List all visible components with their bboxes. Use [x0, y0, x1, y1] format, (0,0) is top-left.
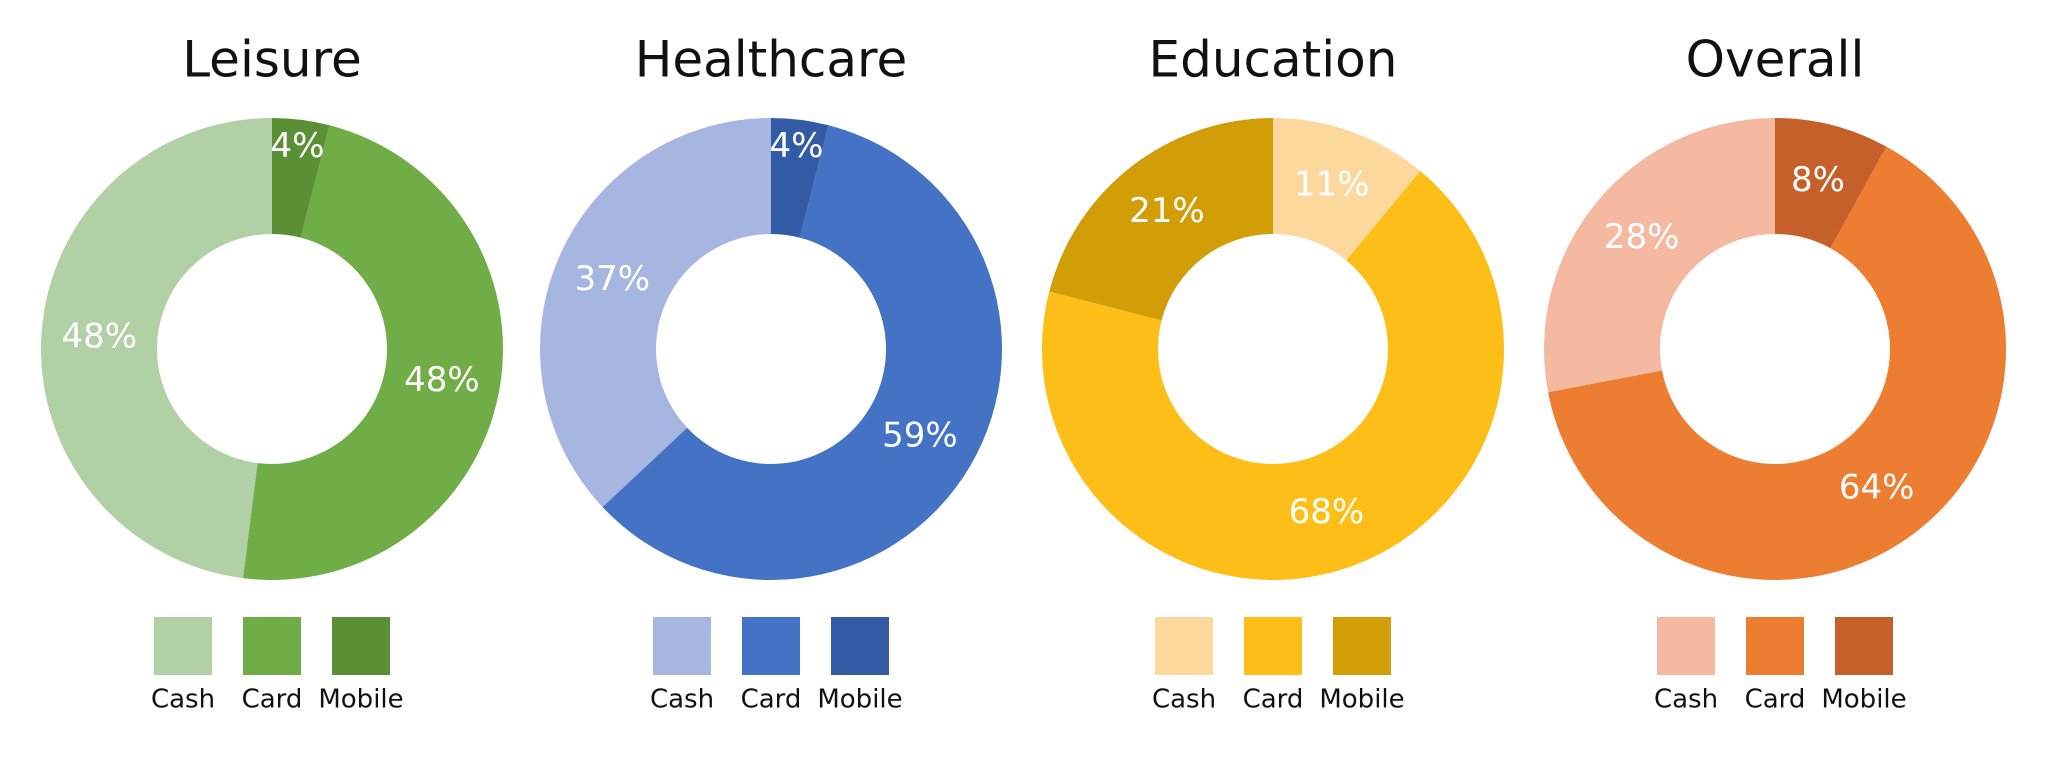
legend-swatch — [1746, 617, 1804, 675]
legend-swatch — [1657, 617, 1715, 675]
legend-label: Card — [1745, 685, 1806, 715]
legend-swatch — [1835, 617, 1893, 675]
donut-segment — [1042, 171, 1505, 580]
chart-title: Healthcare — [635, 31, 908, 89]
legend-swatch — [742, 617, 800, 675]
legend-label: Mobile — [1319, 685, 1404, 715]
donut-segment — [1544, 118, 1775, 393]
donut-segment — [41, 118, 273, 579]
data-label: 4% — [769, 126, 823, 166]
donut-segment — [1548, 146, 2006, 580]
legend-label: Card — [242, 685, 303, 715]
donut-segment — [771, 118, 829, 238]
legend-label: Mobile — [817, 685, 902, 715]
legend-label: Card — [741, 685, 802, 715]
legend-label: Mobile — [318, 685, 403, 715]
legend-swatch — [154, 617, 212, 675]
legend-swatch — [1155, 617, 1213, 675]
legend-label: Cash — [151, 685, 215, 715]
data-label: 59% — [882, 416, 958, 456]
data-label: 37% — [574, 259, 650, 299]
donut-segment — [1049, 118, 1273, 321]
data-label: 11% — [1294, 165, 1370, 205]
chart-title: Education — [1149, 31, 1398, 89]
data-label: 8% — [1791, 160, 1845, 200]
donut-segment — [272, 118, 330, 238]
legend-label: Mobile — [1821, 685, 1906, 715]
data-label: 48% — [62, 317, 138, 357]
donut-segment — [540, 118, 771, 508]
data-label: 28% — [1604, 217, 1680, 257]
chart-title: Leisure — [182, 31, 362, 89]
donut-segment — [1775, 118, 1887, 249]
donut-segment — [1273, 118, 1421, 261]
donut-segment — [602, 125, 1003, 580]
legend-swatch — [653, 617, 711, 675]
legend-swatch — [1244, 617, 1302, 675]
legend-label: Cash — [650, 685, 714, 715]
data-label: 68% — [1289, 492, 1365, 532]
legend-swatch — [1333, 617, 1391, 675]
legend-swatch — [831, 617, 889, 675]
legend-swatch — [243, 617, 301, 675]
donut-segment — [243, 125, 503, 580]
data-label: 4% — [270, 126, 324, 166]
legend-swatch — [332, 617, 390, 675]
legend-label: Cash — [1654, 685, 1718, 715]
chart-title: Overall — [1686, 31, 1865, 89]
data-label: 21% — [1129, 191, 1205, 231]
legend-label: Card — [1243, 685, 1304, 715]
legend-label: Cash — [1152, 685, 1216, 715]
data-label: 64% — [1839, 467, 1915, 507]
data-label: 48% — [404, 360, 480, 400]
